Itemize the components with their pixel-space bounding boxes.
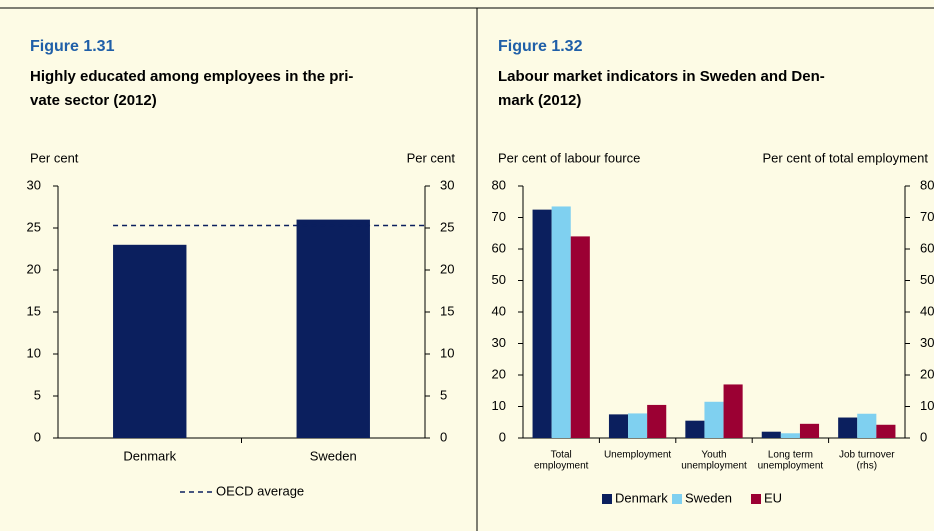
- bar: [570, 236, 590, 438]
- y-tick-label: 0: [499, 429, 506, 444]
- y2-tick-label: 20: [920, 366, 934, 381]
- y-tick-label: 20: [492, 366, 506, 381]
- bar: [296, 219, 370, 438]
- y2-tick-label: 80: [920, 177, 934, 192]
- legend-label: OECD average: [216, 483, 304, 498]
- x-tick-label: employment: [534, 461, 589, 472]
- y-tick-label: 50: [492, 272, 506, 287]
- y-tick-label: 30: [27, 177, 41, 192]
- bar: [704, 401, 724, 438]
- bar: [608, 414, 629, 438]
- y-tick-label: 5: [34, 387, 41, 402]
- figure-title: Highly educated among employees in the p…: [30, 68, 353, 85]
- x-tick-label: unemployment: [758, 461, 824, 472]
- y-tick-label: 30: [492, 335, 506, 350]
- y2-tick-label: 30: [440, 177, 454, 192]
- bar: [761, 431, 781, 438]
- legend-swatch: [602, 494, 612, 504]
- y-tick-label: 0: [34, 429, 41, 444]
- y2-tick-label: 50: [920, 272, 934, 287]
- y2-tick-label: 0: [440, 429, 447, 444]
- bar: [857, 413, 877, 438]
- y2-tick-label: 30: [920, 335, 934, 350]
- y2-axis-label: Per cent: [407, 150, 456, 165]
- x-tick-label: Unemployment: [604, 450, 671, 461]
- figure-title: mark (2012): [498, 92, 581, 109]
- bar: [685, 420, 705, 438]
- x-tick-label: unemployment: [681, 461, 747, 472]
- y-tick-label: 15: [27, 303, 41, 318]
- y2-tick-label: 15: [440, 303, 454, 318]
- figure-title: Labour market indicators in Sweden and D…: [498, 68, 825, 85]
- y-tick-label: 10: [27, 345, 41, 360]
- y2-tick-label: 70: [920, 209, 934, 224]
- bar: [532, 209, 552, 438]
- y2-tick-label: 10: [920, 398, 934, 413]
- legend-swatch: [672, 494, 682, 504]
- x-tick-label: Youth: [701, 450, 726, 461]
- x-tick-label: Sweden: [310, 448, 357, 463]
- x-tick-label: Total: [551, 450, 572, 461]
- y-tick-label: 80: [492, 177, 506, 192]
- y2-tick-label: 10: [440, 345, 454, 360]
- y2-tick-label: 40: [920, 303, 934, 318]
- y-tick-label: 40: [492, 303, 506, 318]
- bar: [780, 433, 800, 438]
- y-tick-label: 10: [492, 398, 506, 413]
- bar: [628, 413, 648, 438]
- x-tick-label: Long term: [768, 450, 813, 461]
- figure-label: Figure 1.32: [498, 38, 583, 55]
- x-tick-label: Denmark: [123, 448, 176, 463]
- legend-label: Denmark: [615, 490, 668, 505]
- y2-tick-label: 60: [920, 240, 934, 255]
- bar: [838, 417, 858, 438]
- x-tick-label: (rhs): [857, 461, 878, 472]
- y2-axis-label: Per cent of total employment: [763, 150, 929, 165]
- y2-tick-label: 0: [920, 429, 927, 444]
- y2-tick-label: 20: [440, 261, 454, 276]
- y2-tick-label: 25: [440, 219, 454, 234]
- y-tick-label: 25: [27, 219, 41, 234]
- bar: [113, 244, 187, 438]
- y-tick-label: 60: [492, 240, 506, 255]
- figure-title: vate sector (2012): [30, 92, 157, 109]
- y-tick-label: 20: [27, 261, 41, 276]
- legend-label: EU: [764, 490, 782, 505]
- y2-tick-label: 5: [440, 387, 447, 402]
- bar: [876, 424, 896, 438]
- y-axis-label: Per cent of labour fource: [498, 150, 640, 165]
- bar: [551, 206, 571, 438]
- y-tick-label: 70: [492, 209, 506, 224]
- y-axis-label: Per cent: [30, 150, 79, 165]
- bar: [799, 423, 820, 438]
- bar: [723, 384, 743, 438]
- bar: [647, 404, 667, 438]
- legend-label: Sweden: [685, 490, 732, 505]
- x-tick-label: Job turnover: [839, 450, 895, 461]
- legend-swatch: [751, 494, 761, 504]
- figure-label: Figure 1.31: [30, 38, 115, 55]
